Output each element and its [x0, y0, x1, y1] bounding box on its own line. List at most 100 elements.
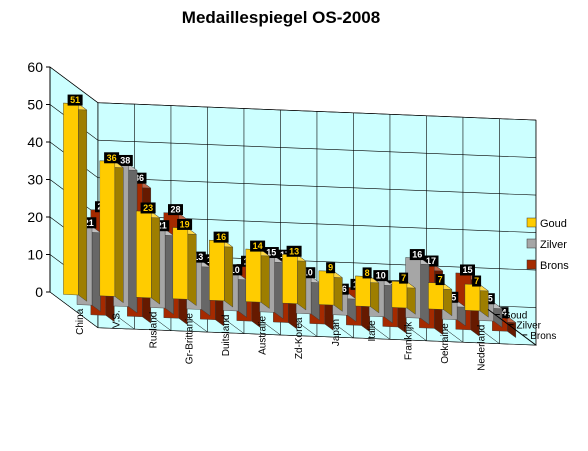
y-tick-label: 60 — [27, 59, 43, 75]
data-label: 8 — [365, 268, 370, 278]
data-label: 10 — [230, 265, 240, 275]
chart-bars: 2836281515178101017154213821131015106101… — [62, 94, 517, 338]
bar-front — [99, 160, 116, 297]
depth-tick-label: Zilver — [517, 321, 542, 332]
data-label: 19 — [180, 219, 190, 229]
bar-side — [187, 227, 197, 306]
bar-goud-1: 36 — [99, 152, 124, 304]
x-tick-label: Gr-Brittanie — [185, 313, 196, 365]
floor-gridline — [49, 291, 99, 328]
data-label: 6 — [342, 284, 347, 294]
data-label-box — [485, 293, 495, 305]
y-tick-label: 30 — [27, 172, 43, 188]
legend-swatch — [526, 259, 537, 270]
bar-side — [310, 276, 320, 321]
bar-side — [91, 226, 101, 312]
data-label-box — [190, 251, 206, 263]
y-tick-label: 50 — [27, 97, 43, 113]
data-label-box — [140, 202, 156, 214]
data-label-box — [177, 218, 193, 230]
bar-front — [63, 102, 79, 296]
legend-swatch — [526, 217, 537, 228]
data-label: 21 — [157, 221, 167, 231]
data-label: 7 — [438, 275, 443, 285]
bar-front — [428, 282, 444, 310]
data-label: 15 — [462, 265, 472, 275]
bar-front — [209, 239, 225, 302]
data-label-box — [286, 245, 302, 257]
data-label-box — [373, 270, 389, 282]
legend-label: Brons — [540, 260, 569, 272]
x-tick-label: Zd-Korea — [294, 317, 305, 359]
bar-goud-3: 19 — [172, 218, 197, 306]
depth-tick-label: Goud — [503, 311, 527, 322]
y-tick-label: 10 — [27, 247, 43, 263]
data-label-box — [460, 264, 475, 276]
data-label-box — [263, 247, 279, 259]
x-tick-label: Italie — [367, 320, 378, 342]
x-tick-label: Australie — [258, 316, 269, 355]
bar-goud-8: 8 — [354, 267, 380, 314]
data-label: 7 — [474, 276, 479, 286]
data-label: 10 — [376, 271, 386, 281]
legend: Goud Zilver Brons — [526, 217, 569, 272]
bar-side — [237, 273, 247, 318]
bar-side — [420, 257, 430, 325]
data-label-box — [435, 274, 445, 286]
data-label-box — [250, 240, 266, 252]
data-label: 16 — [216, 232, 226, 242]
legend-label: Zilver — [540, 239, 567, 251]
bar-goud-0: 51 — [62, 94, 88, 302]
bar-side — [78, 103, 88, 302]
data-label: 28 — [170, 205, 180, 215]
y-axis: 0 10 20 30 40 50 60 — [27, 59, 51, 300]
data-label-box — [131, 172, 147, 184]
data-label-box — [326, 262, 336, 274]
bar-front — [172, 227, 189, 300]
data-label-box — [154, 220, 170, 232]
bar-side — [114, 161, 124, 304]
data-label: 10 — [303, 268, 313, 278]
data-label: 7 — [401, 273, 406, 283]
depth-tick-label: Brons — [530, 331, 556, 342]
bar-side — [201, 260, 211, 317]
data-label: 4 — [501, 308, 506, 318]
data-label: 51 — [70, 95, 80, 105]
data-label: 17 — [426, 256, 436, 266]
bar-side — [260, 249, 270, 309]
bar-goud-10: 7 — [427, 274, 453, 317]
data-label-box — [117, 154, 133, 166]
bar-front — [464, 283, 481, 312]
data-label-box — [227, 264, 243, 276]
data-label-box — [472, 275, 482, 287]
y-tick-label: 20 — [27, 209, 43, 225]
data-label-box — [423, 255, 439, 267]
x-tick-label: V.S. — [112, 310, 123, 328]
data-label-box — [81, 217, 97, 229]
bar-goud-2: 23 — [135, 202, 161, 305]
data-label-box — [399, 272, 409, 284]
data-label: 13 — [193, 252, 203, 262]
data-label: 13 — [289, 246, 299, 256]
data-label-box — [499, 307, 509, 319]
x-tick-label: China — [75, 308, 86, 335]
y-tick-label: 0 — [35, 284, 43, 300]
bar-goud-11: 7 — [464, 275, 490, 318]
bar-front — [391, 280, 408, 309]
bar-side — [128, 163, 138, 314]
data-label: 9 — [328, 263, 333, 273]
bar-front — [136, 210, 152, 299]
bar-goud-4: 16 — [208, 231, 234, 308]
data-label: 36 — [107, 153, 117, 163]
data-label-box — [449, 291, 459, 303]
bar-goud-6: 13 — [281, 245, 307, 311]
x-tick-label: Rusland — [148, 312, 159, 349]
data-label-box — [213, 231, 229, 243]
data-label-box — [339, 283, 349, 295]
data-label: 38 — [120, 155, 130, 165]
depth-axis-line — [487, 308, 537, 346]
x-tick-label: Frankrijk — [404, 321, 415, 360]
bar-side — [151, 211, 161, 305]
legend-label: Goud — [540, 218, 567, 230]
